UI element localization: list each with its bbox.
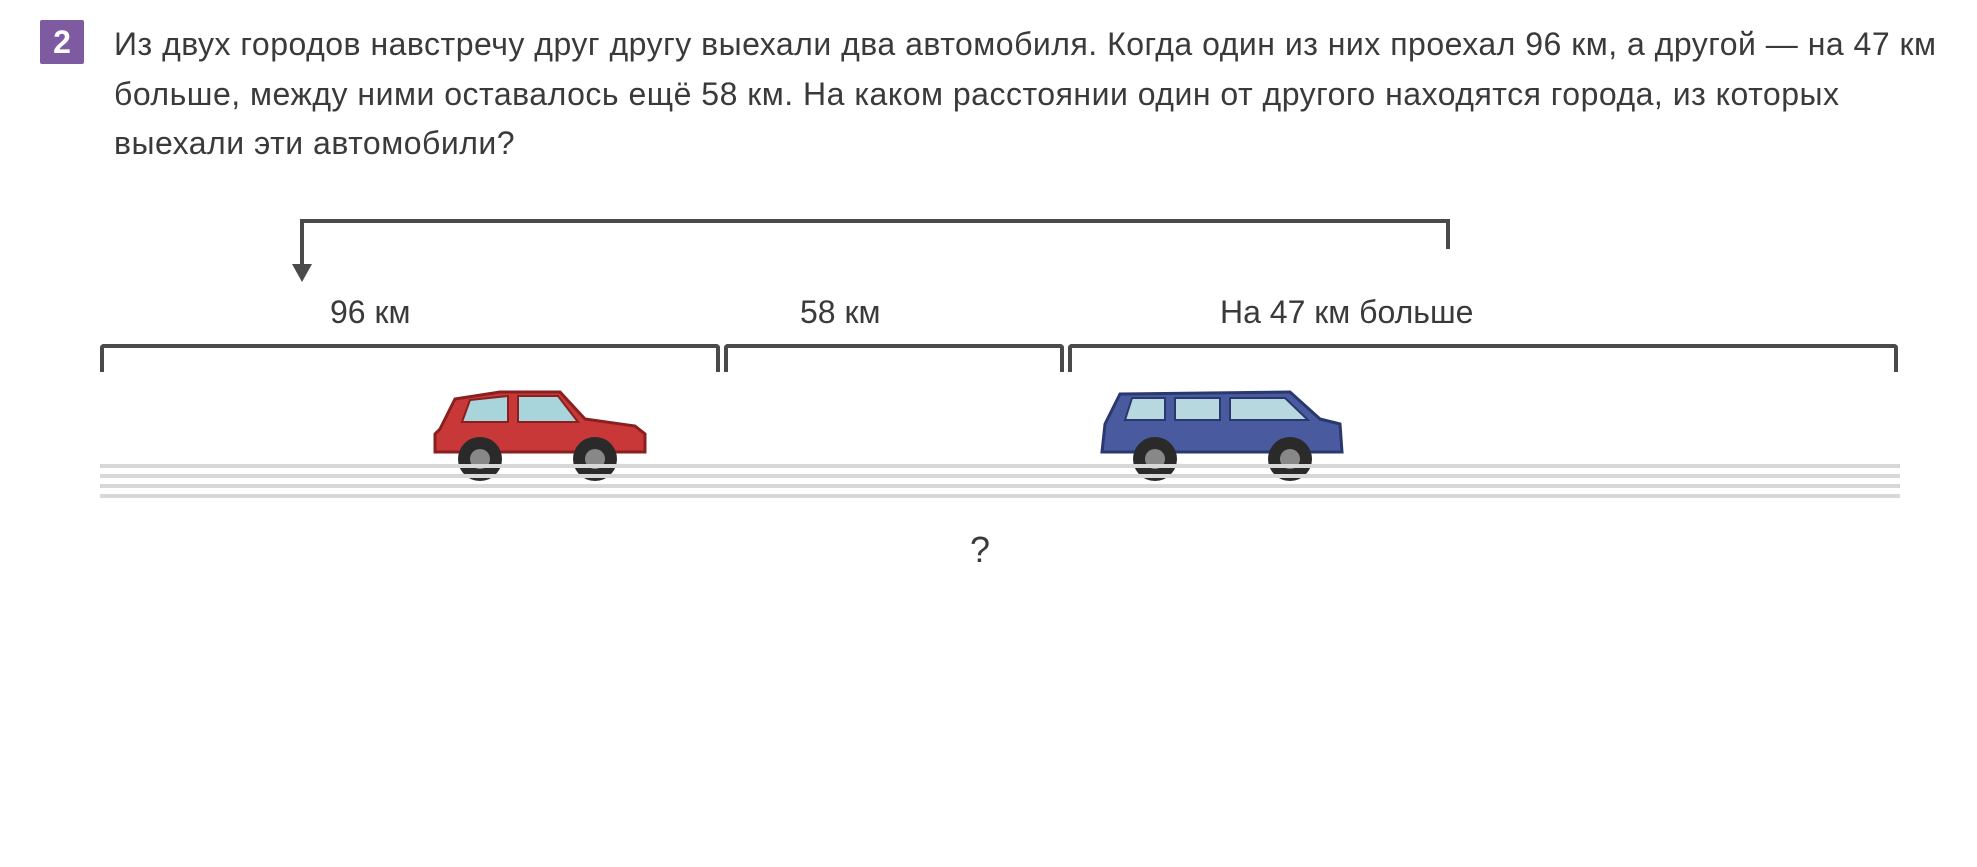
bracket-segment-2: [724, 344, 1064, 372]
problem-number-badge: 2: [40, 20, 84, 64]
road-line: [100, 474, 1900, 478]
problem-text: Из двух городов навстречу друг другу вые…: [114, 20, 1937, 169]
diagram-container: 96 км 58 км На 47 км больше: [100, 219, 1900, 619]
distance-label-middle: 58 км: [800, 294, 880, 331]
distance-label-first: 96 км: [330, 294, 410, 331]
brackets-row: [100, 344, 1900, 374]
bracket-segment-3: [1068, 344, 1898, 372]
arrow-head-icon: [292, 264, 312, 282]
road-line: [100, 494, 1900, 498]
road-line: [100, 484, 1900, 488]
bracket-segment-1: [100, 344, 720, 372]
problem-container: 2 Из двух городов навстречу друг другу в…: [40, 20, 1937, 169]
road-line: [100, 464, 1900, 468]
reference-arrow: [300, 219, 1450, 269]
question-mark-label: ?: [970, 529, 990, 571]
arrow-horizontal-line: [300, 219, 1450, 223]
road-lines: [100, 464, 1900, 504]
arrow-right-vertical: [1446, 219, 1450, 249]
distance-label-second: На 47 км больше: [1220, 294, 1473, 331]
arrow-left-vertical: [300, 219, 304, 269]
